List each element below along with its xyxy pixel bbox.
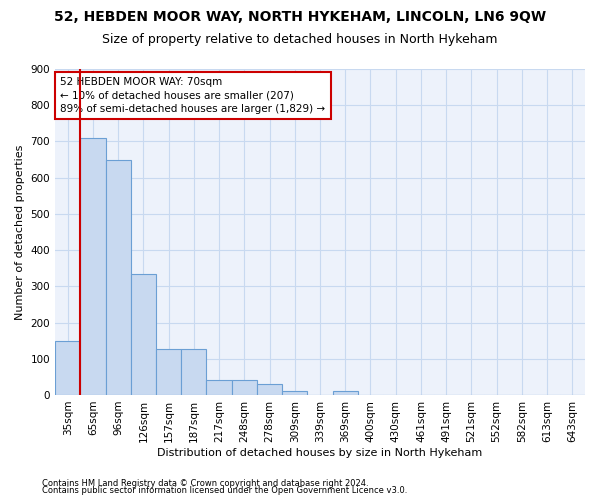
Bar xyxy=(206,380,232,395)
Y-axis label: Number of detached properties: Number of detached properties xyxy=(15,144,25,320)
Bar xyxy=(181,348,206,395)
Bar xyxy=(106,160,131,395)
Bar xyxy=(131,274,156,395)
Bar xyxy=(282,390,307,395)
Text: Contains public sector information licensed under the Open Government Licence v3: Contains public sector information licen… xyxy=(42,486,407,495)
Text: Contains HM Land Registry data © Crown copyright and database right 2024.: Contains HM Land Registry data © Crown c… xyxy=(42,478,368,488)
X-axis label: Distribution of detached houses by size in North Hykeham: Distribution of detached houses by size … xyxy=(157,448,482,458)
Bar xyxy=(80,138,106,395)
Text: 52 HEBDEN MOOR WAY: 70sqm
← 10% of detached houses are smaller (207)
89% of semi: 52 HEBDEN MOOR WAY: 70sqm ← 10% of detac… xyxy=(61,77,325,114)
Bar xyxy=(232,380,257,395)
Text: Size of property relative to detached houses in North Hykeham: Size of property relative to detached ho… xyxy=(102,32,498,46)
Text: 52, HEBDEN MOOR WAY, NORTH HYKEHAM, LINCOLN, LN6 9QW: 52, HEBDEN MOOR WAY, NORTH HYKEHAM, LINC… xyxy=(54,10,546,24)
Bar xyxy=(156,348,181,395)
Bar xyxy=(55,340,80,395)
Bar xyxy=(332,390,358,395)
Bar xyxy=(257,384,282,395)
